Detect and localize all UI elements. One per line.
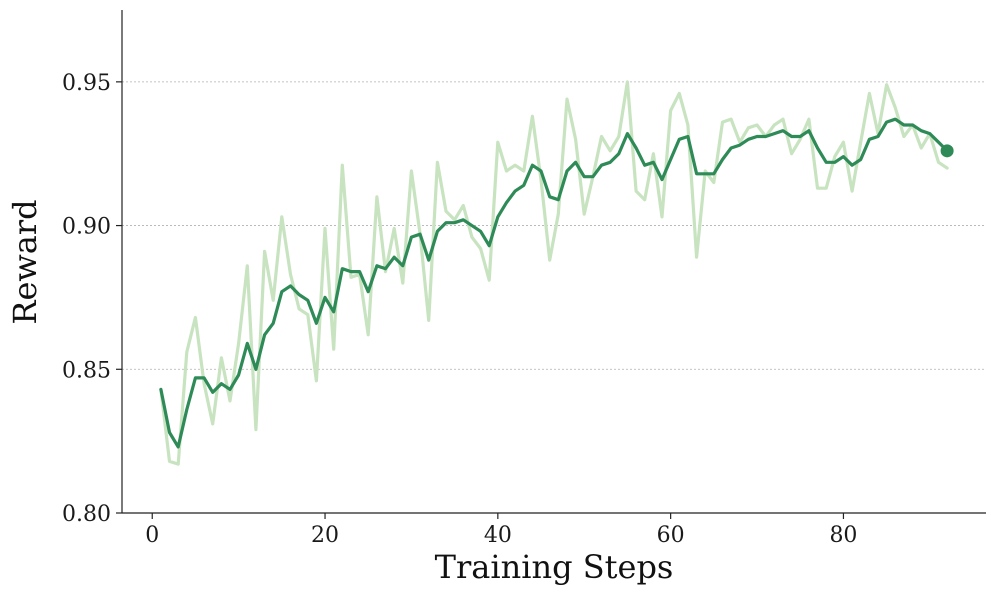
y-tick-label: 0.90 [62, 215, 111, 240]
y-ticks: 0.80 0.85 0.90 0.95 [62, 71, 122, 527]
smoothed-reward-line [159, 117, 949, 449]
x-axis-title: Training Steps [435, 548, 674, 586]
y-tick-label: 0.85 [62, 358, 111, 383]
x-tick-label: 80 [829, 523, 857, 548]
end-point-marker [940, 144, 954, 158]
x-tick-label: 40 [484, 523, 512, 548]
x-tick-label: 60 [657, 523, 685, 548]
x-ticks: 0 20 40 60 80 [145, 513, 857, 548]
smoothed-series [159, 117, 954, 449]
gridlines [122, 81, 986, 370]
axes [121, 10, 986, 514]
raw-reward-line [159, 80, 949, 466]
y-axis-title: Reward [6, 199, 44, 324]
y-tick-label: 0.95 [62, 71, 111, 96]
raw-series [159, 80, 949, 466]
x-tick-label: 20 [311, 523, 339, 548]
y-tick-label: 0.80 [62, 502, 111, 527]
x-tick-label: 0 [145, 523, 159, 548]
